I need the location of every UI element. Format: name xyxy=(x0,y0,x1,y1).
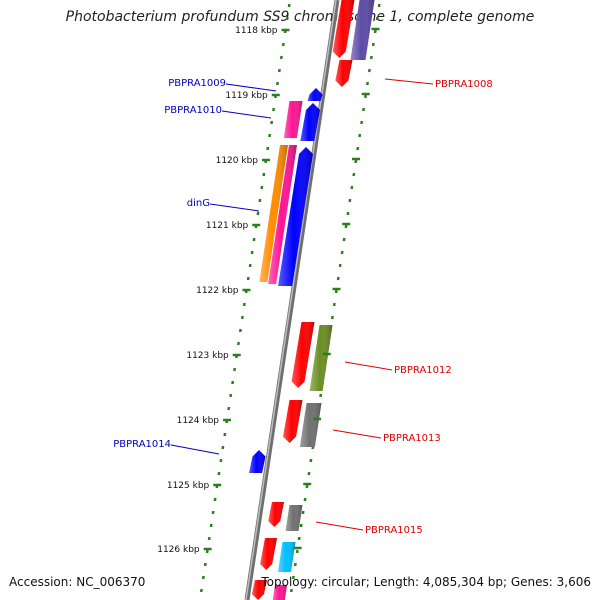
gene-feature xyxy=(283,400,303,443)
tick-label: 1119 kbp xyxy=(225,91,268,101)
tick-label: 1126 kbp xyxy=(157,545,200,555)
gene-feature xyxy=(285,505,303,531)
gene-label-text: PBPRA1010 xyxy=(164,105,222,116)
gene-feature xyxy=(259,145,288,282)
gene-feature xyxy=(335,60,353,87)
leader-line xyxy=(315,521,364,531)
leader-line xyxy=(170,444,220,455)
gene-feature xyxy=(332,0,355,58)
leader-line xyxy=(344,361,393,371)
leader-line xyxy=(332,429,382,439)
gene-label: PBPRA1014 xyxy=(113,439,220,455)
gene-feature xyxy=(300,103,320,141)
topology-text: Topology: circular; Length: 4,085,304 bp… xyxy=(261,575,591,589)
gene-feature xyxy=(278,542,296,572)
gene-label: PBPRA1012 xyxy=(344,361,452,376)
feature-track xyxy=(249,0,375,600)
gene-label: PBPRA1013 xyxy=(332,429,441,444)
gene-feature xyxy=(249,450,266,473)
gene-feature xyxy=(350,0,375,60)
leader-line xyxy=(209,203,260,212)
tick-label: 1122 kbp xyxy=(196,286,239,296)
backbone xyxy=(244,0,340,600)
gene-feature xyxy=(252,580,267,600)
gene-label: PBPRA1015 xyxy=(315,521,423,536)
leader-line xyxy=(221,110,272,119)
gene-label: PBPRA1008 xyxy=(384,78,493,90)
gene-label-text: PBPRA1012 xyxy=(394,365,452,376)
accession-text: Accession: NC_006370 xyxy=(9,575,146,589)
gene-feature xyxy=(307,88,323,101)
gene-feature xyxy=(272,585,287,600)
gene-label-text: PBPRA1014 xyxy=(113,439,171,450)
gene-feature xyxy=(309,325,333,391)
gene-feature xyxy=(291,322,315,388)
gene-feature xyxy=(283,101,303,138)
gene-label-text: PBPRA1015 xyxy=(365,525,423,536)
gene-labels: PBPRA1009 PBPRA1010 dinG PBPRA1014 PBPRA1008… xyxy=(113,78,493,536)
map-title: Photobacterium profundum SS9 chromosome … xyxy=(65,9,535,25)
gene-label-text: PBPRA1008 xyxy=(435,79,493,90)
gene-feature xyxy=(278,147,313,286)
leader-line xyxy=(384,78,434,85)
outer-dotted-ring xyxy=(289,3,381,593)
gene-label-text: PBPRA1013 xyxy=(383,433,441,444)
leader-line xyxy=(225,83,277,92)
gene-feature xyxy=(268,145,297,284)
gene-label-text: PBPRA1009 xyxy=(168,78,226,89)
tick-label: 1125 kbp xyxy=(167,481,210,491)
tick-label: 1121 kbp xyxy=(206,221,249,231)
gene-feature xyxy=(299,403,322,447)
tick-label: 1118 kbp xyxy=(235,26,278,36)
tick-label: 1123 kbp xyxy=(186,351,229,361)
gene-label: dinG xyxy=(187,198,260,212)
gene-feature xyxy=(268,502,284,527)
gene-feature xyxy=(260,538,277,570)
gene-label: PBPRA1010 xyxy=(164,105,272,119)
gene-label: PBPRA1009 xyxy=(168,78,277,92)
tick-label: 1124 kbp xyxy=(177,416,220,426)
tick-label: 1120 kbp xyxy=(216,156,259,166)
major-ticks: 1118 kbp 1119 kbp 1120 kbp 1121 kbp 1122 kbp… xyxy=(157,26,380,555)
gene-label-text: dinG xyxy=(187,198,210,209)
